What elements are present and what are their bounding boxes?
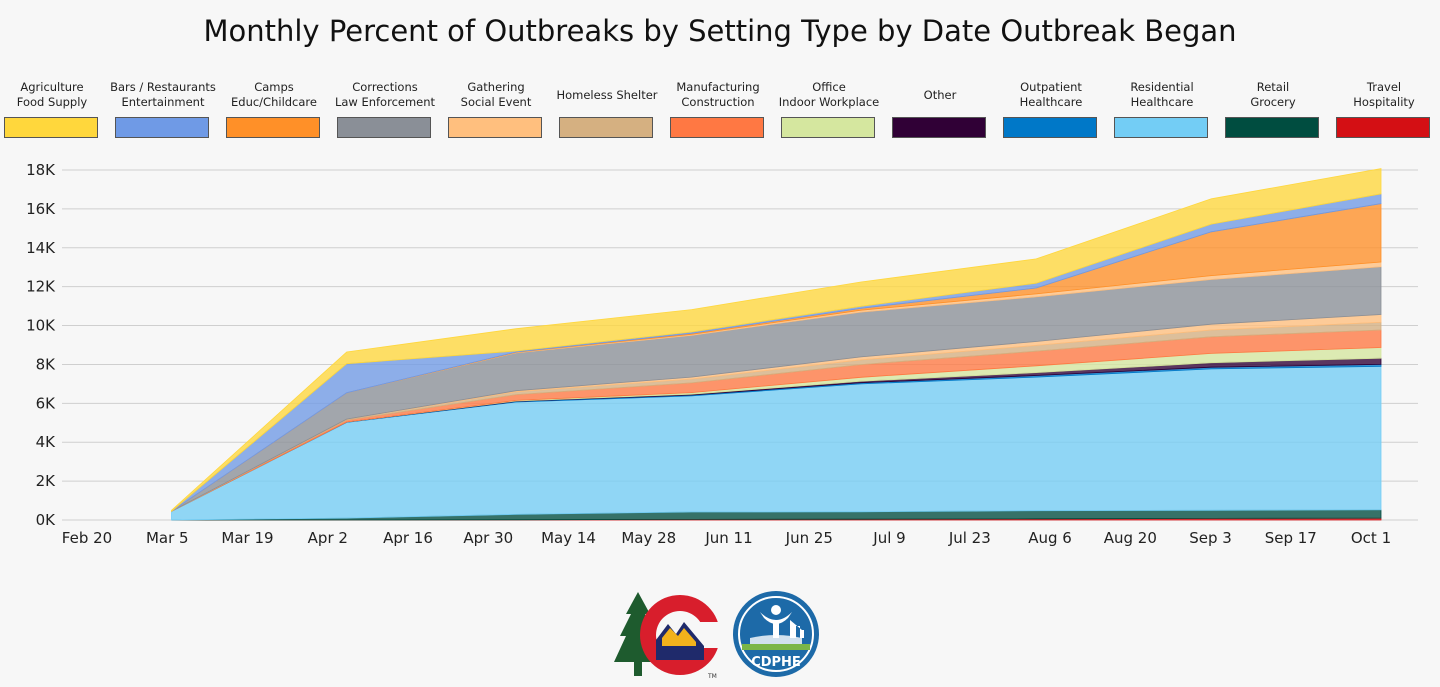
legend-label: Corrections Law Enforcement xyxy=(334,80,436,109)
x-tick-label: Sep 3 xyxy=(1189,529,1232,547)
stacked-area-chart: 0K 2K 4K 6K 8K 10K 12K 14K 16K 18K Feb 20 Mar 5 Mar… xyxy=(26,161,1418,547)
chart-title: Monthly Percent of Outbreaks by Setting … xyxy=(203,14,1237,48)
x-tick-label: Jun 25 xyxy=(785,529,833,547)
legend-label: Bars / Restaurants Entertainment xyxy=(110,80,216,109)
x-tick-label: May 28 xyxy=(621,529,676,547)
legend-swatch xyxy=(337,117,431,138)
series-areas xyxy=(171,168,1382,521)
legend-swatch xyxy=(4,117,98,138)
cdphe-label: CDPHE xyxy=(751,655,801,670)
x-tick-label: Jul 9 xyxy=(872,529,905,547)
x-axis-tick-labels: Feb 20 Mar 5 Mar 19 Apr 2 Apr 16 Apr 30 May 14… xyxy=(62,529,1391,547)
cdphe-logo: CDPHE xyxy=(733,591,819,677)
x-tick-label: Apr 16 xyxy=(383,529,433,547)
x-tick-label: Feb 20 xyxy=(62,529,112,547)
y-tick-label: 14K xyxy=(26,239,56,257)
y-axis-tick-labels: 0K 2K 4K 6K 8K 10K 12K 14K 16K 18K xyxy=(26,161,56,529)
y-tick-label: 18K xyxy=(26,161,56,179)
legend-label: Residential Healthcare xyxy=(1130,80,1194,109)
legend: Agriculture Food Supply Bars / Restaurant… xyxy=(0,79,1440,141)
legend-label: Outpatient Healthcare xyxy=(1019,80,1083,109)
y-tick-label: 12K xyxy=(26,278,56,296)
x-tick-label: Apr 2 xyxy=(308,529,348,547)
y-tick-label: 2K xyxy=(36,472,57,490)
y-tick-label: 6K xyxy=(36,394,57,412)
legend-swatch xyxy=(670,117,764,138)
x-tick-label: Jul 23 xyxy=(948,529,991,547)
x-tick-label: Aug 6 xyxy=(1028,529,1072,547)
x-tick-label: Apr 30 xyxy=(463,529,513,547)
legend-label: Gathering Social Event xyxy=(460,80,532,109)
logos: TM CDPHE xyxy=(614,591,819,680)
legend-label: Office Indoor Workplace xyxy=(778,80,880,109)
x-tick-label: Sep 17 xyxy=(1265,529,1317,547)
x-tick-label: Aug 20 xyxy=(1104,529,1157,547)
legend-label: Travel Hospitality xyxy=(1353,80,1415,109)
legend-swatch xyxy=(115,117,209,138)
legend-swatch xyxy=(892,117,986,138)
legend-swatch xyxy=(226,117,320,138)
x-tick-label: May 14 xyxy=(541,529,596,547)
y-tick-label: 8K xyxy=(36,355,57,373)
x-tick-label: Jun 11 xyxy=(704,529,752,547)
legend-swatch xyxy=(1003,117,1097,138)
colorado-logo: TM xyxy=(614,592,726,680)
legend-label: Camps Educ/Childcare xyxy=(231,80,317,109)
y-tick-label: 4K xyxy=(36,433,57,451)
y-tick-label: 0K xyxy=(36,511,57,529)
legend-swatch xyxy=(1114,117,1208,138)
legend-label: Other xyxy=(923,87,957,102)
legend-swatch xyxy=(559,117,653,138)
legend-label: Agriculture Food Supply xyxy=(16,80,88,109)
colorado-trademark: TM xyxy=(707,673,717,680)
person-icon xyxy=(771,605,781,615)
x-tick-label: Oct 1 xyxy=(1351,529,1391,547)
legend-swatch xyxy=(448,117,542,138)
x-tick-label: Mar 19 xyxy=(221,529,273,547)
x-tick-label: Mar 5 xyxy=(146,529,189,547)
area-series-agriculture-food-supply[interactable] xyxy=(171,168,1382,513)
y-tick-label: 10K xyxy=(26,317,56,335)
legend-swatch xyxy=(1336,117,1430,138)
legend-swatch xyxy=(781,117,875,138)
legend-swatch xyxy=(1225,117,1319,138)
legend-label: Homeless Shelter xyxy=(556,87,658,102)
legend-label: Retail Grocery xyxy=(1250,80,1296,109)
legend-label: Manufacturing Construction xyxy=(676,80,760,109)
y-tick-label: 16K xyxy=(26,200,56,218)
